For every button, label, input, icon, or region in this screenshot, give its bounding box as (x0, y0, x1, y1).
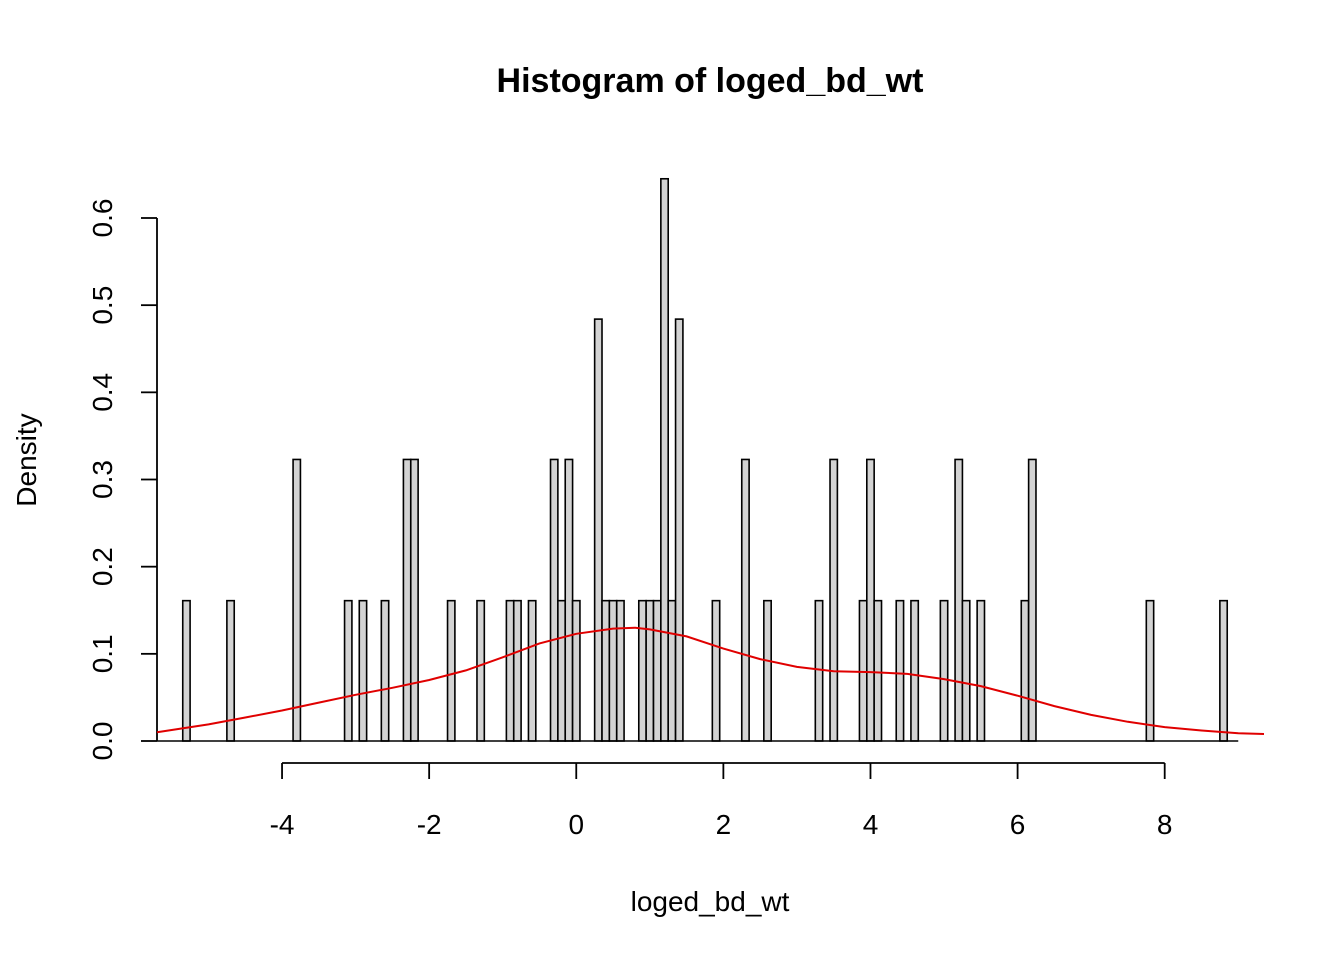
histogram-bar (977, 601, 984, 741)
histogram-bar (617, 601, 624, 741)
histogram-bar (874, 601, 881, 741)
histogram-bar (183, 601, 190, 741)
x-axis-label: loged_bd_wt (631, 886, 790, 917)
histogram-bars (157, 179, 1238, 741)
y-tick-label: 0.3 (87, 460, 118, 499)
x-tick-label: 4 (863, 809, 879, 840)
y-tick-label: 0.0 (87, 722, 118, 761)
histogram-bar (955, 459, 962, 741)
histogram-bar (573, 601, 580, 741)
x-tick-label: 2 (716, 809, 732, 840)
histogram-bar (742, 459, 749, 741)
x-tick-label: 6 (1010, 809, 1026, 840)
x-axis: -4 -2 0 2 4 6 8 (270, 763, 1173, 840)
histogram-bar (1021, 601, 1028, 741)
histogram-bar (551, 459, 558, 741)
histogram-bar (514, 601, 521, 741)
histogram-bar (403, 459, 410, 741)
y-tick-label: 0.2 (87, 547, 118, 586)
histogram-bar (565, 459, 572, 741)
histogram-bar (764, 601, 771, 741)
histogram-bar (595, 319, 602, 741)
histogram-bar (646, 601, 653, 741)
histogram-bar (1146, 601, 1153, 741)
y-tick-label: 0.5 (87, 286, 118, 325)
y-axis: 0.0 0.1 0.2 0.3 0.4 0.5 0.6 (87, 199, 157, 761)
histogram-bar (668, 601, 675, 741)
histogram-bar (859, 601, 866, 741)
histogram-bar (602, 601, 609, 741)
histogram-bar (411, 459, 418, 741)
density-curve (157, 628, 1264, 734)
histogram-bar (1220, 601, 1227, 741)
y-tick-label: 0.1 (87, 634, 118, 673)
histogram-bar (359, 601, 366, 741)
histogram-bar (962, 601, 969, 741)
y-tick-label: 0.4 (87, 373, 118, 412)
histogram-bar (830, 459, 837, 741)
histogram-bar (661, 179, 668, 741)
chart-title: Histogram of loged_bd_wt (497, 62, 924, 100)
x-tick-label: 0 (568, 809, 584, 840)
histogram-bar (558, 601, 565, 741)
histogram-bar (609, 601, 616, 741)
histogram-bar (345, 601, 352, 741)
histogram-bar (528, 601, 535, 741)
histogram-bar (911, 601, 918, 741)
y-axis-label: Density (11, 413, 42, 506)
x-tick-label: 8 (1157, 809, 1173, 840)
histogram-bar (639, 601, 646, 741)
histogram-bar (477, 601, 484, 741)
histogram-bar (293, 459, 300, 741)
histogram-bar (896, 601, 903, 741)
histogram-bar (676, 319, 683, 741)
histogram-bar (940, 601, 947, 741)
histogram-bar (448, 601, 455, 741)
y-tick-label: 0.6 (87, 199, 118, 238)
histogram-bar (867, 459, 874, 741)
x-tick-label: -4 (270, 809, 295, 840)
histogram-bar (506, 601, 513, 741)
histogram-bar (381, 601, 388, 741)
x-tick-label: -2 (417, 809, 442, 840)
histogram-bar (712, 601, 719, 741)
histogram-bar (653, 601, 660, 741)
